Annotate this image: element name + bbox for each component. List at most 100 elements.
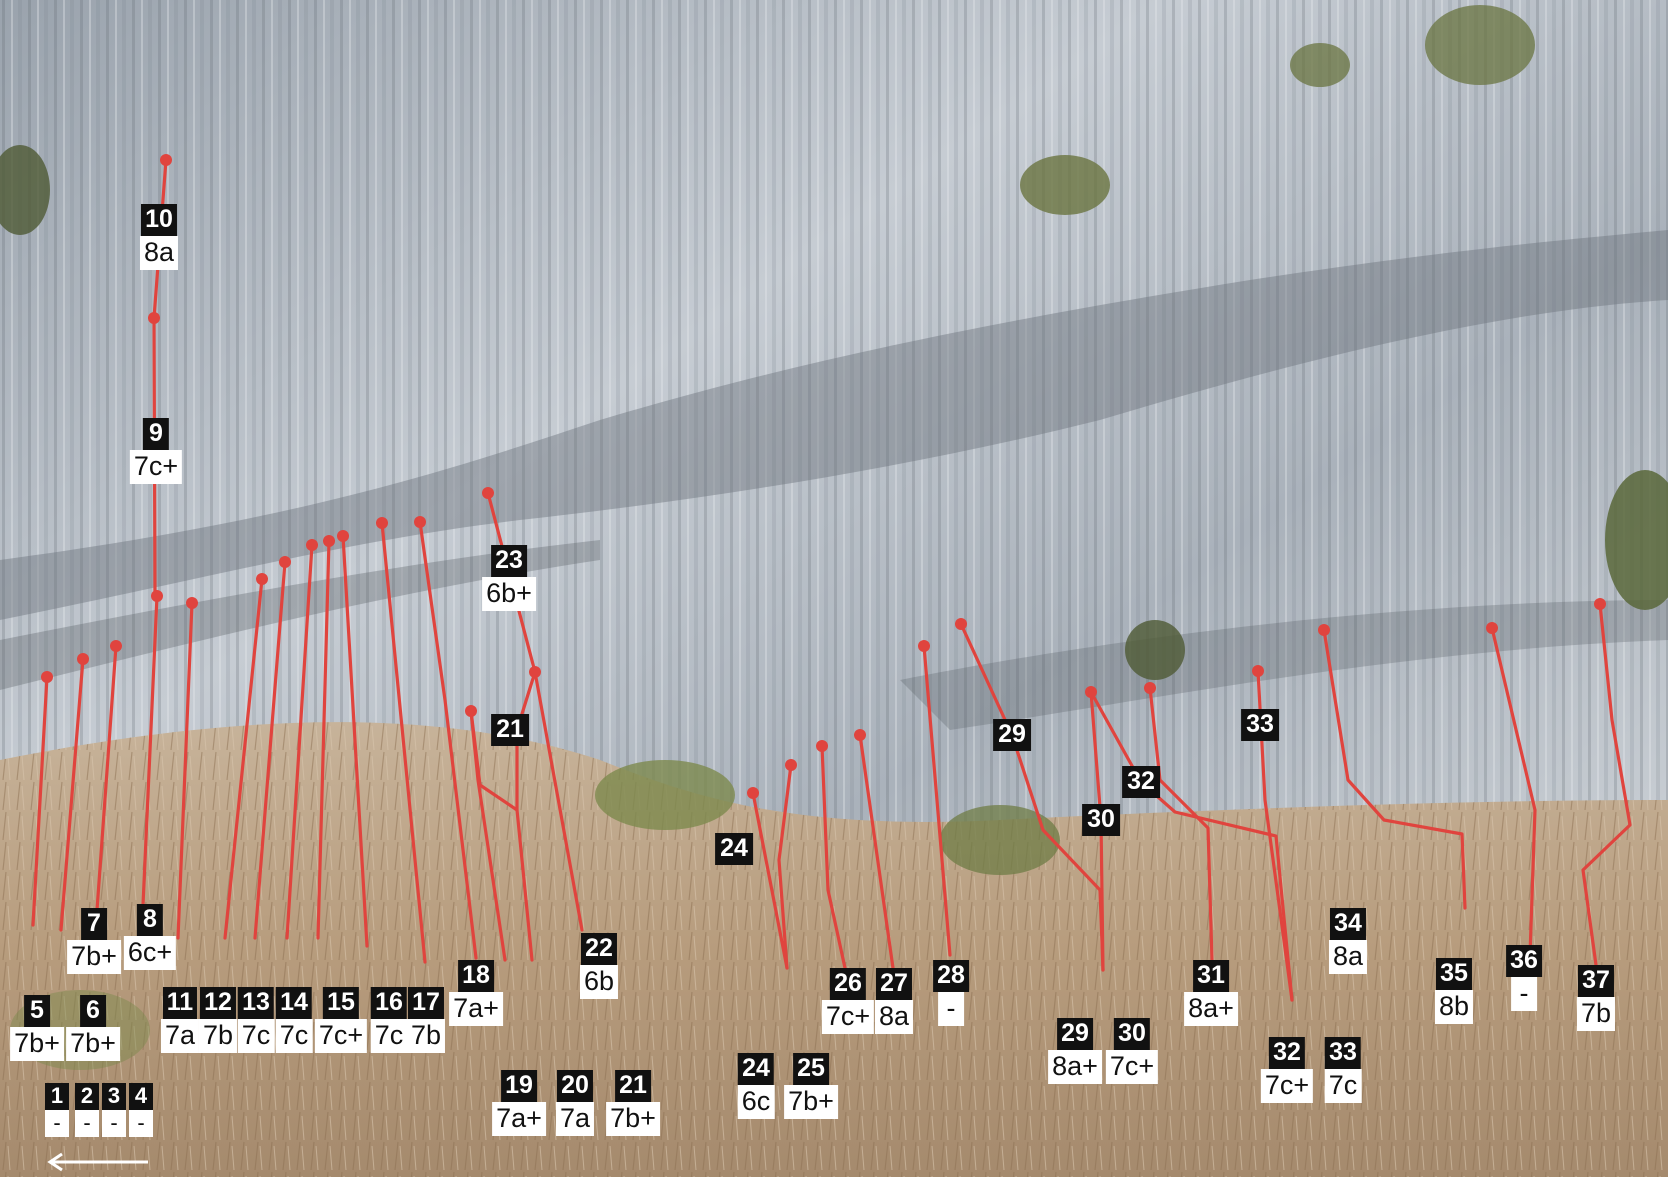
route-label-12[interactable]: 12 7b [198,987,238,1053]
route-line-5 [31,675,49,927]
route-label-33[interactable]: 33 7c [1324,1037,1362,1103]
route-marker-33[interactable]: 33 [1241,709,1279,741]
route-label-20[interactable]: 20 7a [555,1070,595,1136]
anchor-point [747,787,759,799]
route-label-15[interactable]: 15 7c+ [314,987,368,1053]
anchor-point [160,154,172,166]
route-number: 35 [1436,958,1472,990]
route-number: 2 [75,1083,99,1110]
route-number: 15 [323,987,359,1019]
anchor-point [785,759,797,771]
route-number: 18 [458,960,494,992]
route-label-30[interactable]: 30 7c+ [1105,1018,1159,1084]
route-label-9[interactable]: 9 7c+ [129,418,183,484]
route-grade: - [129,1110,153,1137]
route-grade: - [45,1110,69,1137]
route-number: 19 [501,1070,537,1102]
route-grade: - [938,992,964,1026]
route-label-26[interactable]: 26 7c+ [821,968,875,1034]
route-label-14[interactable]: 14 7c [275,987,313,1053]
route-grade: - [102,1110,126,1137]
anchor-point [1252,665,1264,677]
route-grade: 7a [160,1019,200,1053]
route-number: 17 [408,987,444,1019]
route-label-4[interactable]: 4 - [129,1083,153,1137]
route-label-35[interactable]: 35 8b [1434,958,1474,1024]
anchor-point [186,597,198,609]
route-grade: 7c+ [129,450,183,484]
route-grade: 7c [1324,1069,1362,1103]
route-number: 12 [200,987,236,1019]
route-label-29[interactable]: 29 8a+ [1048,1018,1102,1084]
route-grade: 7b+ [606,1102,660,1136]
shrub [1020,155,1110,215]
route-number: 16 [371,987,407,1019]
route-grade: - [75,1110,99,1137]
route-number: 1 [45,1083,69,1110]
anchor-point [414,516,426,528]
anchor-point [337,530,349,542]
route-marker-21[interactable]: 21 [491,714,529,746]
route-grade: 7b+ [784,1085,838,1119]
anchor-point [1318,624,1330,636]
route-number: 20 [557,1070,593,1102]
route-label-23[interactable]: 23 6b+ [482,545,536,611]
route-number: 11 [162,987,198,1019]
anchor-point [816,740,828,752]
route-label-21[interactable]: 21 7b+ [606,1070,660,1136]
anchor-point [1594,598,1606,610]
route-grade: 7c [237,1019,275,1053]
anchor-point [918,640,930,652]
route-number: 32 [1269,1037,1305,1069]
route-label-7[interactable]: 7 7b+ [67,908,121,974]
route-label-25[interactable]: 25 7b+ [784,1053,838,1119]
route-label-10[interactable]: 10 8a [139,204,179,270]
route-label-11[interactable]: 11 7a [160,987,200,1053]
route-label-28[interactable]: 28 - [933,960,969,1026]
anchor-point [148,312,160,324]
route-label-37[interactable]: 37 7b [1576,965,1616,1031]
route-label-36[interactable]: 36 - [1506,945,1542,1011]
route-label-22[interactable]: 22 6b [579,933,619,999]
anchor-point [77,653,89,665]
route-line-28 [922,644,952,957]
route-label-6[interactable]: 6 7b+ [66,995,120,1061]
route-number: 36 [1506,945,1542,977]
hillside-brush [0,722,1668,1177]
route-marker-32[interactable]: 32 [1122,766,1160,798]
route-label-27[interactable]: 27 8a [874,968,914,1034]
route-label-5[interactable]: 5 7b+ [10,995,64,1061]
route-marker-29[interactable]: 29 [993,719,1031,751]
route-label-8[interactable]: 8 6c+ [123,904,177,970]
route-label-18[interactable]: 18 7a+ [449,960,503,1026]
route-grade: 7c+ [1260,1069,1314,1103]
route-label-2[interactable]: 2 - [75,1083,99,1137]
route-label-32[interactable]: 32 7c+ [1260,1037,1314,1103]
route-grade: 8a+ [1184,992,1238,1026]
route-marker-24[interactable]: 24 [715,833,753,865]
route-label-1[interactable]: 1 - [45,1083,69,1137]
route-label-31[interactable]: 31 8a+ [1184,960,1238,1026]
route-line-24 [751,791,789,970]
route-number: 13 [238,987,274,1019]
route-label-13[interactable]: 13 7c [237,987,275,1053]
route-line-31 [1148,686,1214,962]
route-grade: 7a+ [449,992,503,1026]
route-line-13 [253,560,287,940]
route-line-8 [141,594,159,907]
route-label-3[interactable]: 3 - [102,1083,126,1137]
route-grade: 6c [737,1085,775,1119]
route-marker-30[interactable]: 30 [1082,804,1120,836]
route-label-16[interactable]: 16 7c [370,987,408,1053]
shrub [0,145,50,235]
route-label-17[interactable]: 17 7b [406,987,446,1053]
route-number: 5 [24,995,50,1027]
route-label-19[interactable]: 19 7a+ [492,1070,546,1136]
route-label-24[interactable]: 24 6c [737,1053,775,1119]
route-line-11 [176,601,194,940]
route-label-34[interactable]: 34 8a [1328,908,1368,974]
route-grade: 8a [1328,940,1368,974]
route-line-15 [316,539,331,940]
shrub [940,805,1060,875]
